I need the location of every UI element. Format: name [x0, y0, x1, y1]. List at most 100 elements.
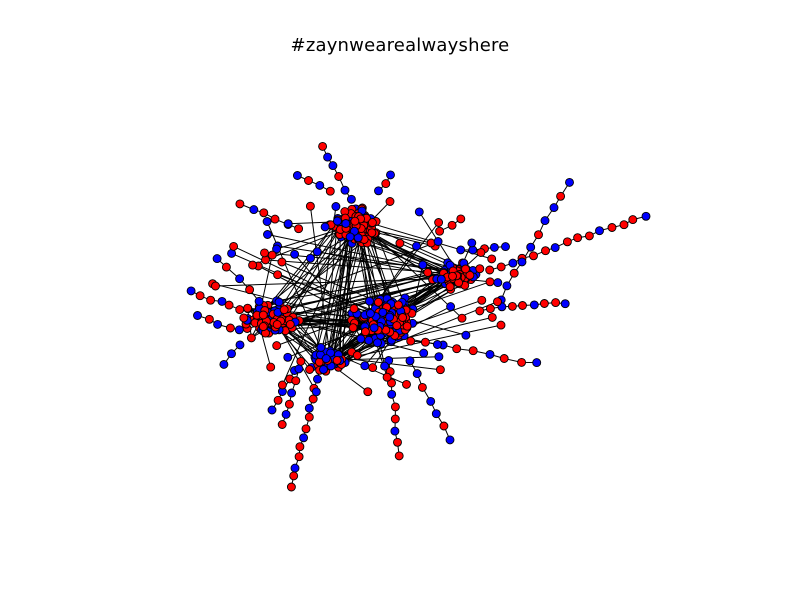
- graph-node-blue: [508, 258, 518, 268]
- graph-node-red: [529, 251, 538, 261]
- graph-node-red: [487, 312, 497, 322]
- graph-node-red: [277, 420, 287, 429]
- graph-node-red: [304, 176, 313, 185]
- graph-node-red: [259, 208, 269, 218]
- graph-node-red: [258, 322, 268, 332]
- graph-node-red: [270, 214, 280, 224]
- graph-node-red: [573, 233, 583, 243]
- graph-node-blue: [321, 354, 331, 364]
- graph-node-blue: [320, 222, 330, 232]
- graph-node-blue: [526, 242, 536, 252]
- graph-node-red: [534, 230, 543, 240]
- graph-node-blue: [419, 348, 429, 358]
- graph-node-blue: [341, 219, 351, 228]
- graph-node-red: [273, 270, 283, 280]
- graph-node-red: [350, 216, 360, 226]
- graph-node-red: [509, 268, 519, 278]
- graph-node-blue: [319, 365, 328, 374]
- graph-node-blue: [287, 388, 297, 398]
- graph-node-blue: [532, 358, 542, 368]
- graph-node-blue: [364, 335, 374, 345]
- graph-node-blue: [340, 185, 350, 195]
- graph-node-red: [417, 382, 427, 392]
- graph-node-blue: [365, 296, 374, 306]
- graph-node-blue: [332, 216, 342, 226]
- graph-node-red: [248, 260, 258, 270]
- graph-node-red: [584, 231, 594, 241]
- graph-node-red: [507, 301, 517, 311]
- graph-node-blue: [595, 226, 604, 236]
- graph-edge: [212, 283, 371, 325]
- graph-node-red: [286, 482, 296, 492]
- graph-node-red: [435, 365, 445, 375]
- graph-node-blue: [432, 340, 442, 349]
- graph-edge: [276, 269, 463, 302]
- graph-node-blue: [283, 219, 293, 229]
- graph-node-red: [447, 220, 457, 230]
- graph-node-red: [539, 299, 549, 308]
- graph-node-red: [434, 218, 444, 227]
- graph-node-blue: [283, 352, 293, 362]
- graph-node-blue: [213, 319, 223, 329]
- graph-node-blue: [249, 205, 259, 215]
- graph-node-red: [423, 268, 433, 277]
- graph-node-blue: [434, 352, 444, 362]
- graph-node-red: [235, 199, 245, 209]
- graph-node-red: [296, 356, 306, 366]
- graph-node-red: [402, 321, 412, 331]
- graph-node-red: [243, 303, 253, 313]
- graph-node-red: [485, 304, 495, 314]
- graph-node-blue: [386, 170, 395, 180]
- graph-node-red: [556, 191, 566, 201]
- graph-node-blue: [385, 312, 395, 322]
- graph-node-red: [308, 394, 318, 404]
- graph-node-blue: [299, 433, 309, 443]
- graph-node-blue: [387, 389, 397, 399]
- graph-node-red: [390, 414, 400, 424]
- graph-node-red: [273, 395, 283, 405]
- graph-node-blue: [549, 203, 559, 213]
- graph-node-blue: [312, 247, 322, 257]
- graph-node-red: [518, 301, 527, 310]
- graph-node-red: [305, 365, 315, 374]
- graph-edge: [294, 253, 355, 324]
- graph-node-blue: [219, 359, 229, 369]
- graph-node-red: [385, 197, 395, 206]
- graph-node-red: [294, 452, 304, 462]
- graph-node-blue: [254, 296, 264, 306]
- graph-edge: [359, 220, 463, 319]
- graph-node-red: [272, 320, 282, 329]
- graph-node-red: [551, 298, 561, 308]
- graph-node-blue: [517, 257, 527, 267]
- graph-node-blue: [290, 463, 300, 473]
- graph-node-red: [402, 379, 411, 389]
- graph-node-red: [493, 297, 502, 307]
- graph-node-blue: [212, 254, 222, 264]
- graph-node-red: [485, 277, 495, 287]
- graph-node-blue: [345, 232, 355, 242]
- graph-node-red: [465, 270, 475, 280]
- graph-node-red: [325, 186, 335, 196]
- graph-node-blue: [560, 299, 570, 309]
- graph-node-red: [499, 354, 509, 363]
- graph-node-blue: [380, 361, 390, 371]
- graph-edge: [287, 272, 428, 310]
- graph-node-blue: [227, 349, 236, 359]
- graph-node-red: [475, 306, 485, 316]
- graph-node-blue: [550, 243, 560, 253]
- graph-node-red: [468, 346, 478, 356]
- graph-node-blue: [235, 274, 245, 284]
- graph-edge: [330, 232, 351, 353]
- graph-node-blue: [445, 435, 455, 445]
- graph-node-red: [461, 264, 470, 274]
- graph-node-blue: [290, 249, 300, 259]
- graph-node-blue: [186, 286, 196, 296]
- graph-node-red: [373, 297, 383, 307]
- graph-edge: [258, 271, 460, 314]
- graph-node-red: [211, 281, 220, 291]
- graph-node-red: [394, 451, 404, 461]
- graph-node-red: [195, 291, 205, 301]
- graph-node-red: [452, 344, 462, 354]
- graph-node-red: [352, 350, 362, 360]
- graph-node-red: [607, 223, 617, 232]
